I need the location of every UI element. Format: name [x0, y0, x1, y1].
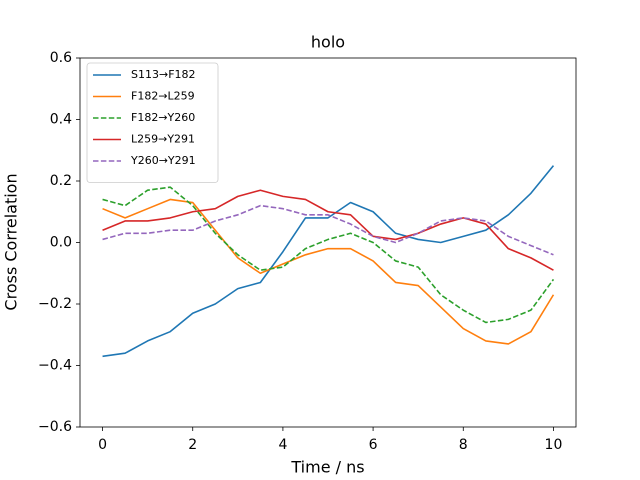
legend-label: F182→Y260 [131, 111, 195, 124]
x-tick-label: 6 [369, 437, 378, 453]
chart-title: holo [311, 33, 345, 52]
y-axis-label: Cross Correlation [2, 173, 21, 310]
y-tick-label: 0.6 [50, 50, 72, 66]
legend-label: L259→Y291 [131, 133, 195, 146]
y-tick-label: −0.4 [38, 358, 72, 374]
legend-label: F182→L259 [131, 90, 195, 103]
legend-label: S113→F182 [131, 68, 196, 81]
data-line [102, 204, 554, 256]
data-line [102, 198, 555, 345]
data-line [102, 165, 555, 358]
x-tick-label: 0 [98, 437, 107, 453]
axes-frame [79, 57, 577, 428]
x-tick-label: 10 [545, 437, 563, 453]
data-line [102, 189, 554, 271]
y-tick-label: 0.4 [50, 112, 72, 128]
y-tick-label: −0.2 [38, 296, 72, 312]
y-tick-label: 0.2 [50, 173, 72, 189]
data-line [102, 186, 555, 324]
y-tick-label: 0.0 [50, 235, 72, 251]
x-tick-label: 8 [459, 437, 468, 453]
x-tick-label: 4 [278, 437, 287, 453]
legend-label: Y260→Y291 [130, 154, 196, 167]
legend-box [86, 62, 219, 183]
x-tick-label: 2 [188, 437, 197, 453]
y-tick-label: −0.6 [38, 419, 72, 435]
x-axis-label: Time / ns [290, 458, 364, 477]
